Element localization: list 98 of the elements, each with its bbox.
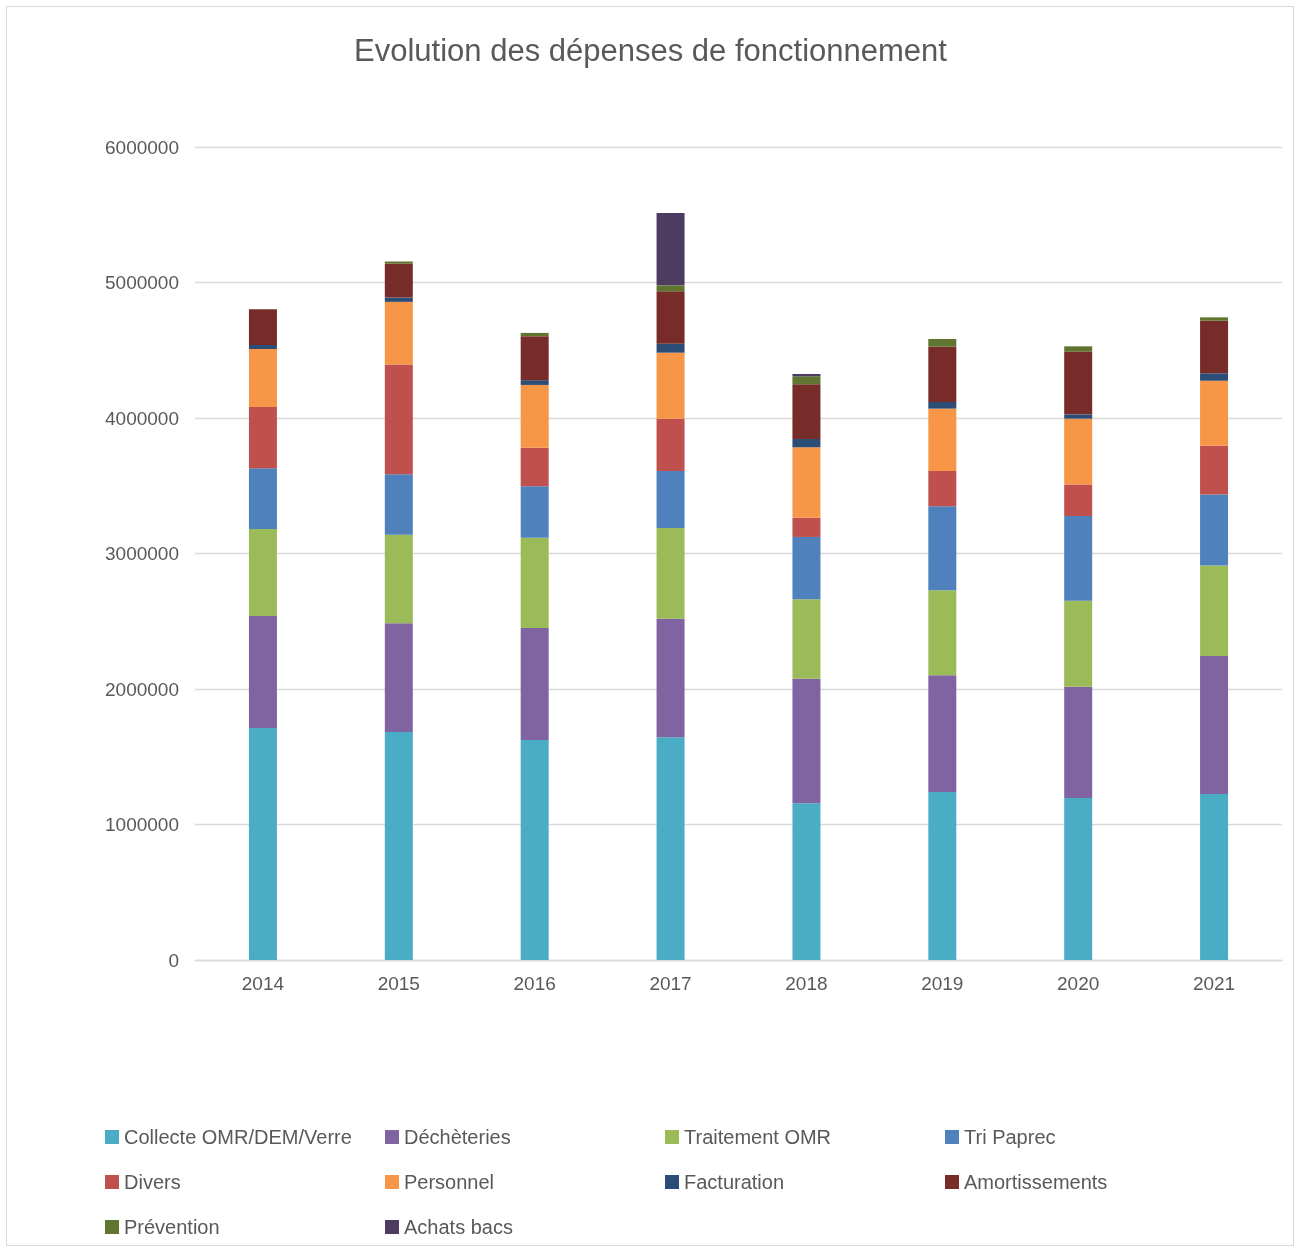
bar	[1064, 686, 1093, 798]
bar	[792, 678, 821, 804]
y-tick-label: 3000000	[105, 543, 179, 564]
bar	[656, 470, 685, 529]
bar	[792, 599, 821, 679]
bar	[384, 261, 413, 264]
bar	[1200, 380, 1229, 446]
bar	[656, 352, 685, 419]
bar	[520, 627, 549, 740]
bar	[656, 528, 685, 619]
bar	[1064, 346, 1093, 352]
bar	[656, 343, 685, 353]
bar	[1200, 445, 1229, 495]
legend-label: Amortissements	[964, 1171, 1108, 1193]
bar	[1064, 351, 1093, 415]
bar	[1064, 516, 1093, 601]
bar	[248, 344, 277, 350]
y-tick-label: 5000000	[105, 272, 179, 293]
bar	[248, 528, 277, 616]
legend-label: Achats bacs	[404, 1216, 513, 1238]
bar	[384, 731, 413, 960]
x-tick-label: 2021	[1192, 973, 1236, 994]
bar	[520, 537, 549, 628]
bar	[384, 301, 413, 365]
bar	[928, 675, 957, 792]
bar	[792, 439, 821, 448]
x-tick-label: 2015	[377, 973, 420, 994]
bar	[1064, 484, 1093, 517]
bar	[384, 263, 413, 298]
x-tick-label: 2020	[1057, 973, 1100, 994]
bar	[1064, 418, 1093, 485]
bar	[1200, 317, 1229, 321]
bar	[928, 506, 957, 591]
bar	[792, 376, 821, 385]
bar	[928, 339, 957, 347]
bar	[928, 791, 957, 960]
y-tick-label: 0	[168, 949, 179, 971]
bar	[520, 486, 549, 538]
legend-label: Collecte OMR/DEM/Verre	[124, 1126, 352, 1148]
y-tick-label: 4000000	[105, 407, 179, 429]
bar	[384, 297, 413, 302]
legend-label: Prévention	[124, 1216, 220, 1238]
bar	[656, 737, 685, 960]
legend-label: Personnel	[404, 1171, 495, 1193]
bar	[520, 380, 549, 385]
legend-label: Facturation	[684, 1171, 785, 1193]
bar	[656, 291, 685, 344]
x-tick-label: 2014	[241, 973, 285, 994]
bar	[248, 309, 277, 345]
bar	[928, 346, 957, 403]
legend-label: Divers	[124, 1171, 181, 1193]
bar	[1200, 565, 1229, 657]
legend-label: Déchèteries	[404, 1126, 511, 1148]
bar	[1200, 320, 1229, 374]
bar	[384, 364, 413, 475]
y-tick-label: 6000000	[105, 136, 179, 158]
chart-title: Evolution des dépenses de fonctionnement	[354, 33, 948, 68]
bar	[792, 517, 821, 537]
bar	[248, 407, 277, 469]
bar	[1200, 494, 1229, 566]
bar	[792, 384, 821, 439]
x-tick-label: 2017	[649, 973, 692, 994]
y-tick-label: 2000000	[105, 678, 179, 700]
bar	[656, 285, 685, 292]
bar	[928, 470, 957, 507]
y-tick-label: 1000000	[105, 814, 179, 835]
bar	[928, 408, 957, 471]
bar	[656, 618, 685, 738]
bar	[1064, 414, 1093, 419]
bar	[248, 615, 277, 729]
bar	[928, 590, 957, 676]
bar	[384, 474, 413, 535]
x-tick-label: 2019	[921, 973, 964, 994]
bar	[656, 212, 685, 286]
bar	[248, 468, 277, 529]
bar	[1064, 797, 1093, 960]
bar	[928, 402, 957, 409]
bar	[792, 536, 821, 600]
bar	[384, 534, 413, 624]
bar	[792, 803, 821, 960]
bar	[520, 739, 549, 960]
bar	[1200, 373, 1229, 381]
bar	[1064, 600, 1093, 687]
bar	[792, 447, 821, 518]
bar	[520, 336, 549, 381]
bar	[520, 332, 549, 337]
bar	[1200, 794, 1229, 960]
bar	[248, 349, 277, 408]
legend-label: Tri Paprec	[964, 1126, 1056, 1148]
legend-label: Traitement OMR	[684, 1126, 832, 1148]
bar	[248, 728, 277, 960]
x-tick-label: 2016	[513, 973, 556, 994]
bar	[656, 418, 685, 471]
bar	[384, 623, 413, 732]
bar	[520, 384, 549, 448]
x-tick-label: 2018	[785, 973, 828, 994]
bar	[520, 447, 549, 487]
bar	[1200, 656, 1229, 795]
